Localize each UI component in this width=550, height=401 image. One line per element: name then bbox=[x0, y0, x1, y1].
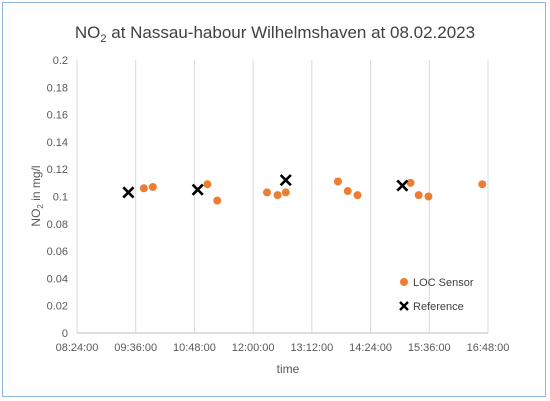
loc-sensor-point bbox=[406, 178, 415, 187]
x-tick-label: 12:00:00 bbox=[232, 342, 275, 354]
loc-sensor-point bbox=[414, 191, 423, 200]
y-tick-label: 0.02 bbox=[47, 301, 68, 313]
x-tick-label: 10:48:00 bbox=[173, 342, 216, 354]
chart-frame bbox=[2, 2, 546, 397]
x-tick-label: 15:36:00 bbox=[408, 342, 451, 354]
x-tick-label: 09:36:00 bbox=[114, 342, 157, 354]
y-tick-label: 0.06 bbox=[47, 246, 68, 258]
reference-point bbox=[122, 186, 135, 199]
loc-sensor-point bbox=[281, 188, 290, 197]
legend: LOC Sensor Reference bbox=[399, 277, 474, 313]
reference-point bbox=[279, 174, 292, 187]
y-axis-title: NO2 in mg/l bbox=[29, 165, 45, 226]
loc-sensor-point bbox=[333, 177, 342, 186]
loc-sensor-point bbox=[424, 192, 433, 201]
loc-sensor-point bbox=[139, 184, 148, 193]
legend-loc-sensor-marker bbox=[400, 278, 408, 286]
x-tick-labels: 08:24:00 09:36:00 10:48:00 12:00:00 13:12:00… bbox=[56, 342, 510, 354]
y-tick-label: 0.04 bbox=[47, 273, 68, 285]
loc-sensor-point bbox=[148, 182, 157, 191]
x-tick-label: 16:48:00 bbox=[467, 342, 510, 354]
loc-sensor-point bbox=[343, 187, 352, 196]
loc-sensor-point bbox=[263, 188, 272, 197]
legend-loc-sensor-label: LOC Sensor bbox=[413, 277, 474, 289]
x-tick-label: 13:12:00 bbox=[290, 342, 333, 354]
chart-title: NO2 at Nassau-habour Wilhelmshaven at 08… bbox=[75, 23, 475, 45]
loc-sensor-point bbox=[203, 180, 212, 189]
legend-reference-label: Reference bbox=[413, 301, 464, 313]
y-tick-label: 0.2 bbox=[53, 55, 68, 67]
loc-sensor-point bbox=[353, 191, 362, 200]
x-axis-title: time bbox=[277, 362, 300, 376]
legend-reference-marker bbox=[399, 301, 409, 311]
y-tick-label: 0 bbox=[62, 328, 68, 340]
x-tick-label: 08:24:00 bbox=[56, 342, 99, 354]
loc-sensor-point bbox=[213, 196, 222, 205]
y-tick-label: 0.1 bbox=[53, 192, 68, 204]
data-points bbox=[122, 174, 487, 205]
y-tick-label: 0.12 bbox=[47, 164, 68, 176]
gridlines bbox=[76, 60, 489, 333]
y-tick-label: 0.14 bbox=[47, 137, 68, 149]
y-tick-labels: 0 0.02 0.04 0.06 0.08 0.1 0.12 0.14 0.16 0.18 0.2 bbox=[47, 55, 68, 340]
reference-point bbox=[191, 183, 204, 196]
x-tick-label: 14:24:00 bbox=[349, 342, 392, 354]
loc-sensor-point bbox=[273, 191, 282, 200]
y-tick-label: 0.16 bbox=[47, 110, 68, 122]
loc-sensor-point bbox=[478, 180, 487, 189]
reference-point bbox=[396, 179, 409, 192]
y-tick-label: 0.08 bbox=[47, 219, 68, 231]
y-tick-label: 0.18 bbox=[47, 82, 68, 94]
